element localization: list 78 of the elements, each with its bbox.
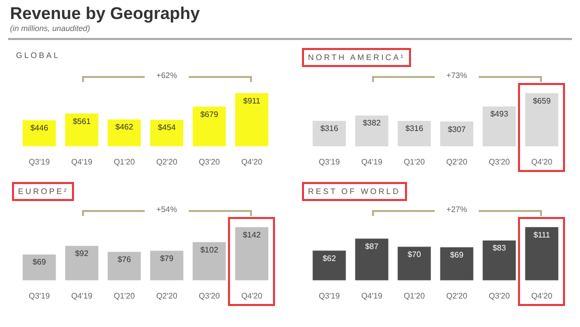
data-label: $679 (200, 110, 219, 119)
x-tick-label: Q2'20 (156, 157, 178, 166)
x-axis-title: NORTH AMERICA¹ (302, 48, 412, 67)
bar (482, 106, 516, 146)
chart-title: Revenue by Geography (10, 4, 200, 24)
x-tick-label: Q4'19 (71, 291, 93, 300)
bar (22, 120, 56, 146)
bar (440, 247, 474, 280)
data-label: $70 (408, 250, 422, 259)
x-tick-label: Q1'20 (404, 291, 426, 300)
data-label: $454 (158, 123, 176, 132)
bar (312, 250, 346, 280)
bar (525, 227, 558, 280)
x-tick-label: Q4'20 (241, 157, 263, 166)
x-tick-label: Q3'19 (28, 157, 50, 166)
x-tick-label: Q1'20 (404, 157, 426, 166)
bar (192, 242, 226, 280)
x-tick-label: Q3'19 (28, 291, 50, 300)
x-tick-label: Q3'19 (318, 157, 340, 166)
bar (22, 254, 56, 280)
data-label: $382 (362, 118, 382, 128)
x-tick-label: Q3'20 (198, 157, 220, 166)
data-label: $446 (30, 123, 49, 132)
x-tick-label: Q1'20 (114, 291, 136, 300)
bar (235, 227, 268, 280)
data-label: $83 (492, 244, 506, 253)
data-label: $79 (160, 254, 174, 263)
x-axis-title: REST OF WORLD (302, 182, 407, 201)
data-label: $307 (448, 124, 466, 134)
bar (355, 115, 388, 146)
data-label: $69 (450, 250, 464, 260)
data-label: $92 (75, 249, 89, 258)
x-tick-label: Q2'20 (156, 291, 178, 300)
data-label: $493 (490, 110, 509, 119)
bar (235, 93, 268, 146)
bar (150, 120, 184, 146)
x-tick-label: Q4'19 (361, 291, 383, 300)
bar (525, 93, 558, 146)
data-label: $111 (533, 230, 551, 240)
bar (108, 119, 141, 146)
bar (192, 106, 226, 146)
x-tick-label: Q3'20 (488, 291, 510, 300)
data-label: $659 (532, 96, 552, 106)
bar (65, 114, 98, 146)
x-tick-label: Q4'20 (531, 157, 553, 166)
bar (398, 246, 431, 280)
data-label: $142 (242, 230, 262, 240)
bar (150, 250, 184, 280)
x-tick-label: Q1'20 (114, 157, 136, 166)
data-label: $316 (320, 124, 339, 134)
data-label: $76 (118, 255, 132, 264)
data-label: $102 (200, 245, 219, 254)
data-label: $87 (365, 242, 379, 251)
chart-subtitle: (in millions, unaudited) (10, 24, 92, 33)
bar (440, 122, 474, 146)
data-label: $561 (72, 116, 92, 126)
x-tick-label: Q4'20 (241, 291, 263, 300)
data-label: $911 (243, 96, 261, 106)
x-tick-label: Q2'20 (446, 157, 468, 166)
x-axis-title: GLOBAL (15, 50, 62, 62)
data-label: $69 (32, 258, 46, 267)
data-label: $462 (115, 122, 134, 132)
bar (355, 238, 388, 280)
bar (108, 252, 141, 280)
x-axis-title: EUROPE² (12, 182, 74, 201)
x-tick-label: Q4'19 (71, 157, 93, 166)
x-tick-label: Q2'20 (446, 291, 468, 300)
x-tick-label: Q3'20 (488, 157, 510, 166)
x-tick-label: Q4'19 (361, 157, 383, 166)
bar (398, 120, 431, 146)
x-tick-label: Q3'19 (318, 291, 340, 300)
bar (65, 246, 98, 280)
data-label: $316 (405, 124, 424, 134)
bar (482, 240, 516, 280)
x-tick-label: Q3'20 (198, 291, 220, 300)
data-label: $62 (322, 254, 336, 263)
bar (312, 120, 346, 146)
x-tick-label: Q4'20 (531, 291, 553, 300)
